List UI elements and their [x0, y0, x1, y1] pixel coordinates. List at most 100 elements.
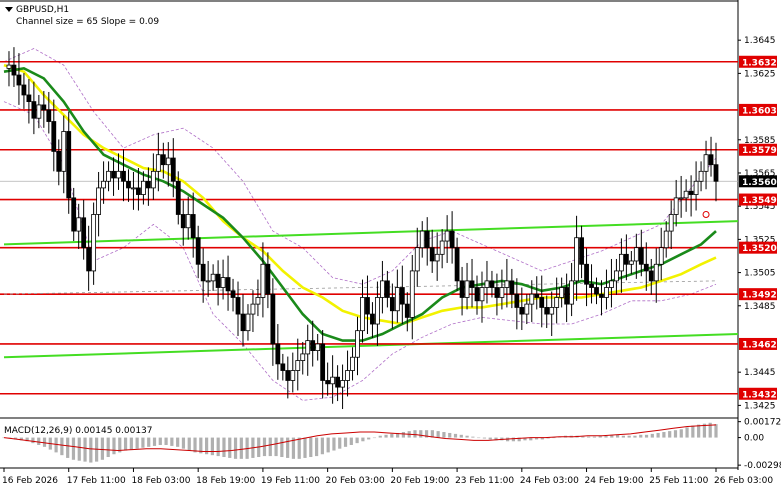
macd-histogram-bar [152, 437, 157, 446]
macd-histogram-bar [436, 431, 440, 438]
candle-body [399, 287, 405, 305]
macd-histogram-bar [581, 436, 585, 438]
candle-body [688, 190, 694, 195]
candle-body [474, 287, 480, 302]
candle-body [534, 293, 540, 298]
candle-body [404, 303, 410, 318]
macd-y-tick-label: 0.00 [744, 434, 764, 444]
candle-body [614, 270, 619, 282]
candle-body [673, 197, 679, 215]
macd-histogram-bar [106, 437, 110, 458]
candle-body [489, 280, 495, 288]
candle-body [559, 287, 565, 298]
level-label-1.3432: 1.3432 [742, 390, 777, 400]
candle-body [86, 247, 92, 272]
candle-body [494, 287, 500, 298]
candle-body [300, 353, 306, 361]
x-tick-label: 24 Feb 03:00 [520, 476, 579, 486]
macd-histogram-bar [83, 437, 87, 462]
macd-histogram-bar [222, 437, 226, 458]
candle-body [434, 253, 440, 262]
candle-body [170, 157, 176, 182]
candle-body [394, 287, 400, 312]
level-label-bg-1.3492 [739, 288, 777, 301]
level-label-bg-1.3603 [739, 103, 777, 116]
candle-body [116, 170, 121, 179]
candle-body [529, 293, 535, 305]
macd-histogram-bar [546, 437, 550, 439]
y-tick-label: 1.3525 [744, 235, 776, 245]
candle-body [155, 154, 161, 172]
macd-histogram-bar [494, 437, 498, 441]
bollinger-upper-line [3, 48, 717, 285]
y-tick-label: 1.3585 [744, 136, 776, 146]
candle-body [549, 307, 555, 315]
macd-histogram-bar [621, 435, 625, 438]
candle-body [594, 287, 599, 295]
macd-histogram-bar [627, 435, 631, 438]
macd-histogram-bar [419, 430, 423, 438]
macd-histogram-bar [199, 437, 203, 454]
candle-body [51, 121, 57, 152]
candle-body [459, 280, 465, 298]
channel-upper-line [3, 220, 739, 246]
macd-histogram-bar [534, 437, 539, 440]
macd-histogram-bar [326, 437, 330, 453]
x-tick-label: 18 Feb 19:00 [196, 476, 255, 486]
macd-histogram-bar [679, 429, 683, 438]
macd-histogram-bar [396, 432, 400, 438]
macd-histogram-bar [448, 432, 452, 438]
candle-body [165, 157, 171, 166]
dropdown-triangle-icon[interactable] [5, 7, 13, 12]
candle-body [519, 307, 525, 315]
candle-body [698, 170, 704, 182]
macd-histogram-bar [343, 437, 348, 447]
candle-body [544, 307, 550, 315]
macd-histogram-bar [592, 436, 597, 438]
candle-body [633, 247, 639, 262]
candle-body [579, 237, 584, 265]
macd-histogram-bar [31, 437, 35, 444]
y-tick-label: 1.3545 [744, 202, 776, 212]
macd-histogram-bar [390, 433, 394, 438]
candle-body [126, 180, 131, 189]
candle-body [609, 280, 614, 288]
macd-histogram-bar [176, 437, 180, 447]
candle-body [504, 280, 510, 288]
candle-body [36, 104, 42, 119]
macd-histogram-bar [320, 437, 324, 455]
candle-body [409, 270, 415, 318]
macd-histogram-bar [187, 437, 191, 451]
x-tick-label: 23 Feb 11:00 [455, 476, 514, 486]
macd-y-tick-label: 0.00172 [744, 418, 781, 428]
macd-histogram-bar [71, 437, 76, 460]
candle-body [131, 187, 136, 190]
candle-body [683, 190, 689, 199]
x-tick-label: 20 Feb 19:00 [390, 476, 449, 486]
macd-histogram-bar [430, 430, 434, 438]
candle-body [275, 343, 281, 365]
candle-body [678, 197, 684, 200]
macd-histogram-bar [424, 430, 429, 438]
signal-marker-circle [702, 210, 710, 218]
macd-histogram-bar [372, 437, 377, 439]
macd-histogram-bar [147, 437, 151, 447]
candle-body [514, 293, 520, 308]
macd-histogram-bar [708, 422, 712, 438]
candle-body [6, 64, 12, 69]
macd-histogram-bar [77, 437, 81, 461]
macd-histogram-bar [511, 437, 515, 442]
macd-histogram-bar [13, 437, 18, 440]
candle-body [599, 293, 604, 298]
macd-histogram-bar [459, 434, 463, 438]
channel-info-label: Channel size = 65 Slope = 0.09 [16, 17, 159, 27]
candle-body [195, 237, 201, 265]
candle-body [345, 370, 350, 381]
candle-body [469, 280, 475, 288]
macd-histogram-bar [714, 424, 718, 438]
candle-body [389, 297, 395, 312]
macd-histogram-bar [42, 437, 47, 447]
candle-body [464, 280, 470, 298]
macd-histogram-bar [60, 437, 64, 456]
